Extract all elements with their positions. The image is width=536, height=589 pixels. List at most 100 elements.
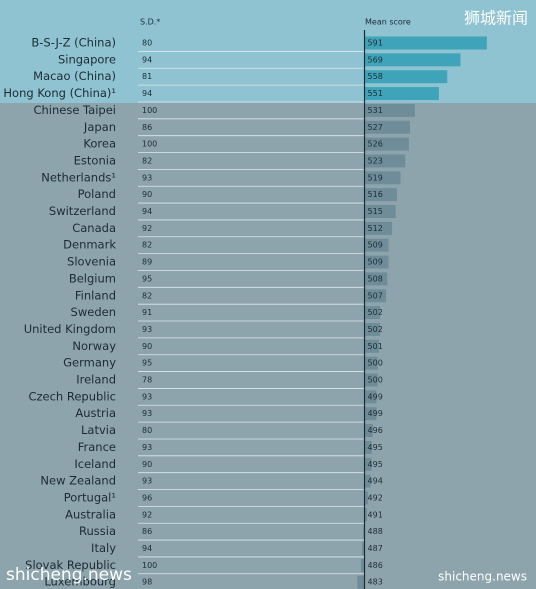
value-label: 500 xyxy=(368,376,383,385)
sd-value: 100 xyxy=(142,106,157,115)
bar xyxy=(364,407,377,421)
sd-value: 96 xyxy=(142,493,152,502)
bar xyxy=(364,457,372,471)
category-label: Hong Kong (China)¹ xyxy=(3,86,116,100)
sd-value: 89 xyxy=(142,258,152,267)
sd-value: 93 xyxy=(142,443,152,452)
category-label: Korea xyxy=(83,137,116,151)
category-label: Poland xyxy=(78,187,116,201)
value-label: 494 xyxy=(368,477,383,486)
bar xyxy=(364,238,389,252)
value-label: 515 xyxy=(368,207,383,216)
bar xyxy=(364,390,377,404)
sd-value: 91 xyxy=(142,308,152,317)
watermark: shicheng.news xyxy=(6,565,132,585)
category-label: Australia xyxy=(65,507,116,521)
category-label: Denmark xyxy=(63,238,116,252)
category-label: Iceland xyxy=(74,457,116,471)
watermark: 狮城新闻 xyxy=(464,9,528,28)
category-label: Norway xyxy=(72,339,116,353)
value-label: 569 xyxy=(368,55,383,64)
bar xyxy=(364,474,371,488)
bar xyxy=(364,289,387,303)
value-label: 508 xyxy=(368,274,383,283)
value-label: 496 xyxy=(368,426,383,435)
category-label: Germany xyxy=(63,356,116,370)
sd-header: S.D.* xyxy=(140,18,160,27)
value-label: 591 xyxy=(368,39,383,48)
category-label: Italy xyxy=(91,541,116,555)
bar xyxy=(364,221,393,235)
bar xyxy=(364,424,373,438)
category-label: Sweden xyxy=(71,305,116,319)
sd-value: 93 xyxy=(142,392,152,401)
bar xyxy=(360,558,365,572)
sd-value: 98 xyxy=(142,578,152,587)
sd-value: 95 xyxy=(142,359,152,368)
value-label: 488 xyxy=(368,527,383,536)
category-label: Latvia xyxy=(81,423,116,437)
category-label: Russia xyxy=(79,524,116,538)
bar xyxy=(364,103,415,117)
value-label: 507 xyxy=(368,291,383,300)
watermark: shicheng.news xyxy=(438,570,527,584)
value-label: 495 xyxy=(368,443,383,452)
category-label: Macao (China) xyxy=(33,69,116,83)
category-label: Canada xyxy=(72,221,116,235)
value-label: 495 xyxy=(368,460,383,469)
category-label: Netherlands¹ xyxy=(41,170,116,184)
sd-value: 90 xyxy=(142,460,152,469)
value-label: 492 xyxy=(368,493,383,502)
bar xyxy=(364,171,401,185)
bar xyxy=(364,272,388,286)
sd-value: 81 xyxy=(142,72,152,81)
value-label: 519 xyxy=(368,173,383,182)
category-label: Luxembourg xyxy=(44,575,116,589)
sd-value: 92 xyxy=(142,224,152,233)
value-label: 500 xyxy=(368,359,383,368)
bar xyxy=(364,356,378,370)
sd-value: 90 xyxy=(142,190,152,199)
value-label: 499 xyxy=(368,409,383,418)
bar xyxy=(364,440,372,454)
category-label: Japan xyxy=(83,120,116,134)
series-header: Mean score xyxy=(365,18,411,27)
value-label: 501 xyxy=(368,342,383,351)
category-label: Slovak Republic xyxy=(25,558,116,572)
value-label: 531 xyxy=(368,106,383,115)
sd-value: 80 xyxy=(142,39,152,48)
value-label: 499 xyxy=(368,392,383,401)
bar xyxy=(364,306,381,320)
category-label: Portugal¹ xyxy=(64,490,116,504)
sd-value: 90 xyxy=(142,342,152,351)
value-label: 527 xyxy=(368,123,383,132)
value-label: 551 xyxy=(368,89,383,98)
bar xyxy=(364,373,378,387)
bar xyxy=(364,339,379,353)
category-label: Switzerland xyxy=(49,204,116,218)
value-label: 486 xyxy=(368,561,383,570)
bar xyxy=(362,542,365,555)
bar xyxy=(364,508,367,522)
value-label: 516 xyxy=(368,190,383,199)
value-label: 502 xyxy=(368,325,383,334)
sd-value: 82 xyxy=(142,156,152,165)
sd-value: 94 xyxy=(142,544,152,553)
bar xyxy=(364,491,369,505)
category-label: Ireland xyxy=(76,373,116,387)
value-label: 509 xyxy=(368,258,383,267)
sd-value: 100 xyxy=(142,140,157,149)
category-label: Finland xyxy=(75,288,116,302)
category-label: Estonia xyxy=(74,153,116,167)
bar xyxy=(364,255,389,269)
bar xyxy=(364,205,396,218)
sd-value: 93 xyxy=(142,477,152,486)
value-label: 523 xyxy=(368,156,383,165)
value-label: 558 xyxy=(368,72,383,81)
sd-value: 93 xyxy=(142,173,152,182)
category-label: Austria xyxy=(75,406,116,420)
value-label: 509 xyxy=(368,241,383,250)
bar xyxy=(364,188,397,202)
category-label: France xyxy=(78,440,116,454)
